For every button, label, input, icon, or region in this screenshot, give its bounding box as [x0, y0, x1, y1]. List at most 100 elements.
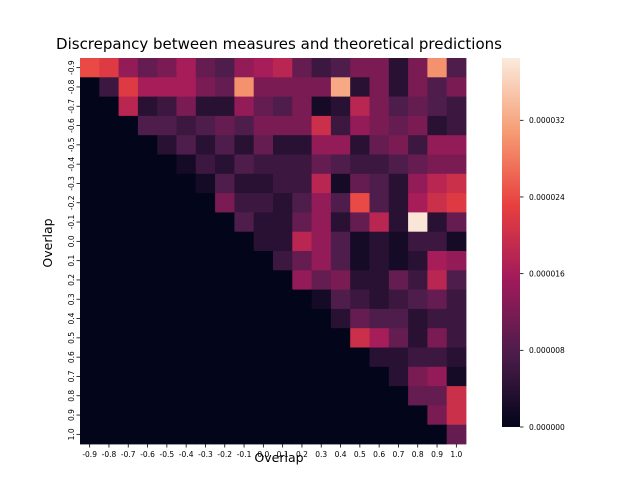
heatmap-cell	[427, 193, 448, 213]
heatmap-cell	[80, 154, 100, 175]
heatmap-cell	[137, 251, 158, 271]
heatmap-cell	[350, 231, 370, 252]
x-tick-label: 0.9	[431, 450, 443, 459]
heatmap-cell	[99, 405, 119, 426]
heatmap-cell	[137, 347, 158, 368]
heatmap-cell	[234, 77, 255, 97]
heatmap-cell	[234, 193, 255, 213]
heatmap-cell	[253, 424, 274, 445]
heatmap-cell	[330, 366, 351, 387]
heatmap-cell	[234, 154, 255, 175]
colorbar-tick-label: 0.000032	[529, 116, 565, 125]
heatmap-cell	[330, 251, 351, 271]
heatmap-cell	[427, 231, 448, 252]
heatmap-cell	[388, 347, 409, 368]
heatmap-cell	[137, 366, 158, 387]
heatmap-cell	[330, 270, 351, 290]
x-tick-label: 0.3	[315, 450, 327, 459]
heatmap-cell	[292, 405, 312, 426]
heatmap-cell	[369, 154, 390, 175]
heatmap-cell	[234, 328, 255, 348]
heatmap-cell	[118, 231, 139, 252]
y-tick-label: 0.6	[67, 351, 76, 363]
heatmap-cell	[195, 347, 216, 368]
heatmap-cell	[292, 135, 312, 155]
heatmap-cell	[157, 308, 177, 329]
heatmap-cell	[408, 328, 428, 348]
heatmap-cell	[408, 77, 428, 97]
heatmap-cell	[388, 366, 409, 387]
heatmap-cell	[311, 251, 332, 271]
heatmap-cell	[215, 270, 235, 290]
heatmap-cell	[330, 77, 351, 97]
heatmap-cell	[80, 405, 100, 426]
heatmap-cell	[195, 270, 216, 290]
colorbar-tick-label: 0.000024	[529, 193, 565, 202]
heatmap-cell	[176, 231, 197, 252]
x-tick-label: 0.4	[335, 450, 347, 459]
x-tick-label: -0.6	[140, 450, 155, 459]
heatmap-cell	[369, 77, 390, 97]
y-tick-label: -0.2	[67, 195, 76, 210]
x-tick-label: 0.8	[412, 450, 424, 459]
heatmap-cell	[215, 405, 235, 426]
heatmap-cell	[330, 154, 351, 175]
heatmap-cell	[369, 308, 390, 329]
heatmap-cell	[408, 270, 428, 290]
colorbar-tick-label: 0.000016	[529, 269, 565, 278]
heatmap-cell	[215, 135, 235, 155]
heatmap-cell	[369, 270, 390, 290]
heatmap-cell	[446, 347, 467, 368]
heatmap-cell	[215, 366, 235, 387]
heatmap-cell	[350, 251, 370, 271]
x-tick-label: 0.5	[354, 450, 366, 459]
heatmap-cell	[427, 77, 448, 97]
heatmap-cell	[157, 115, 177, 136]
colorbar-ticks: 0.000000 0.000008 0.000016 0.000024 0.000032	[520, 116, 565, 432]
heatmap-cell	[118, 135, 139, 155]
heatmap-cell	[215, 154, 235, 175]
heatmap-cell	[118, 154, 139, 175]
heatmap-cell	[118, 193, 139, 213]
heatmap-cell	[311, 154, 332, 175]
heatmap-cell	[408, 193, 428, 213]
colorbar-tick-label: 0.000008	[529, 346, 565, 355]
heatmap-cell	[253, 251, 274, 271]
heatmap-cell	[99, 289, 119, 310]
heatmap-cell	[157, 231, 177, 252]
heatmap-cell	[292, 231, 312, 252]
heatmap-cell	[137, 77, 158, 97]
heatmap-cell	[118, 347, 139, 368]
heatmap-cell	[292, 77, 312, 97]
y-axis-label: Overlap	[40, 218, 55, 267]
heatmap-cell	[137, 289, 158, 310]
heatmap-cell	[311, 115, 332, 136]
heatmap-cell	[118, 115, 139, 136]
heatmap-cell	[195, 386, 216, 406]
heatmap-cell	[234, 347, 255, 368]
heatmap-cell	[137, 135, 158, 155]
heatmap-cell	[427, 289, 448, 310]
heatmap-cell	[137, 58, 158, 78]
heatmap-cell	[157, 77, 177, 97]
heatmap-cell	[292, 96, 312, 117]
heatmap-cell	[195, 96, 216, 117]
heatmap-cell	[446, 77, 467, 97]
heatmap-cell	[292, 386, 312, 406]
y-tick-label: 0.5	[67, 332, 76, 344]
heatmap-cell	[446, 386, 467, 406]
heatmap-cell	[118, 386, 139, 406]
x-tick-label: -0.2	[217, 450, 232, 459]
heatmap-cell	[388, 405, 409, 426]
heatmap-cell	[369, 366, 390, 387]
heatmap-cell	[388, 96, 409, 117]
heatmap-cell	[369, 115, 390, 136]
heatmap-cell	[427, 366, 448, 387]
heatmap-cell	[157, 347, 177, 368]
heatmap-cell	[157, 154, 177, 175]
heatmap-cell	[253, 77, 274, 97]
heatmap-cell	[408, 347, 428, 368]
heatmap-cell	[273, 328, 293, 348]
heatmap-cell	[408, 366, 428, 387]
heatmap-cell	[330, 308, 351, 329]
